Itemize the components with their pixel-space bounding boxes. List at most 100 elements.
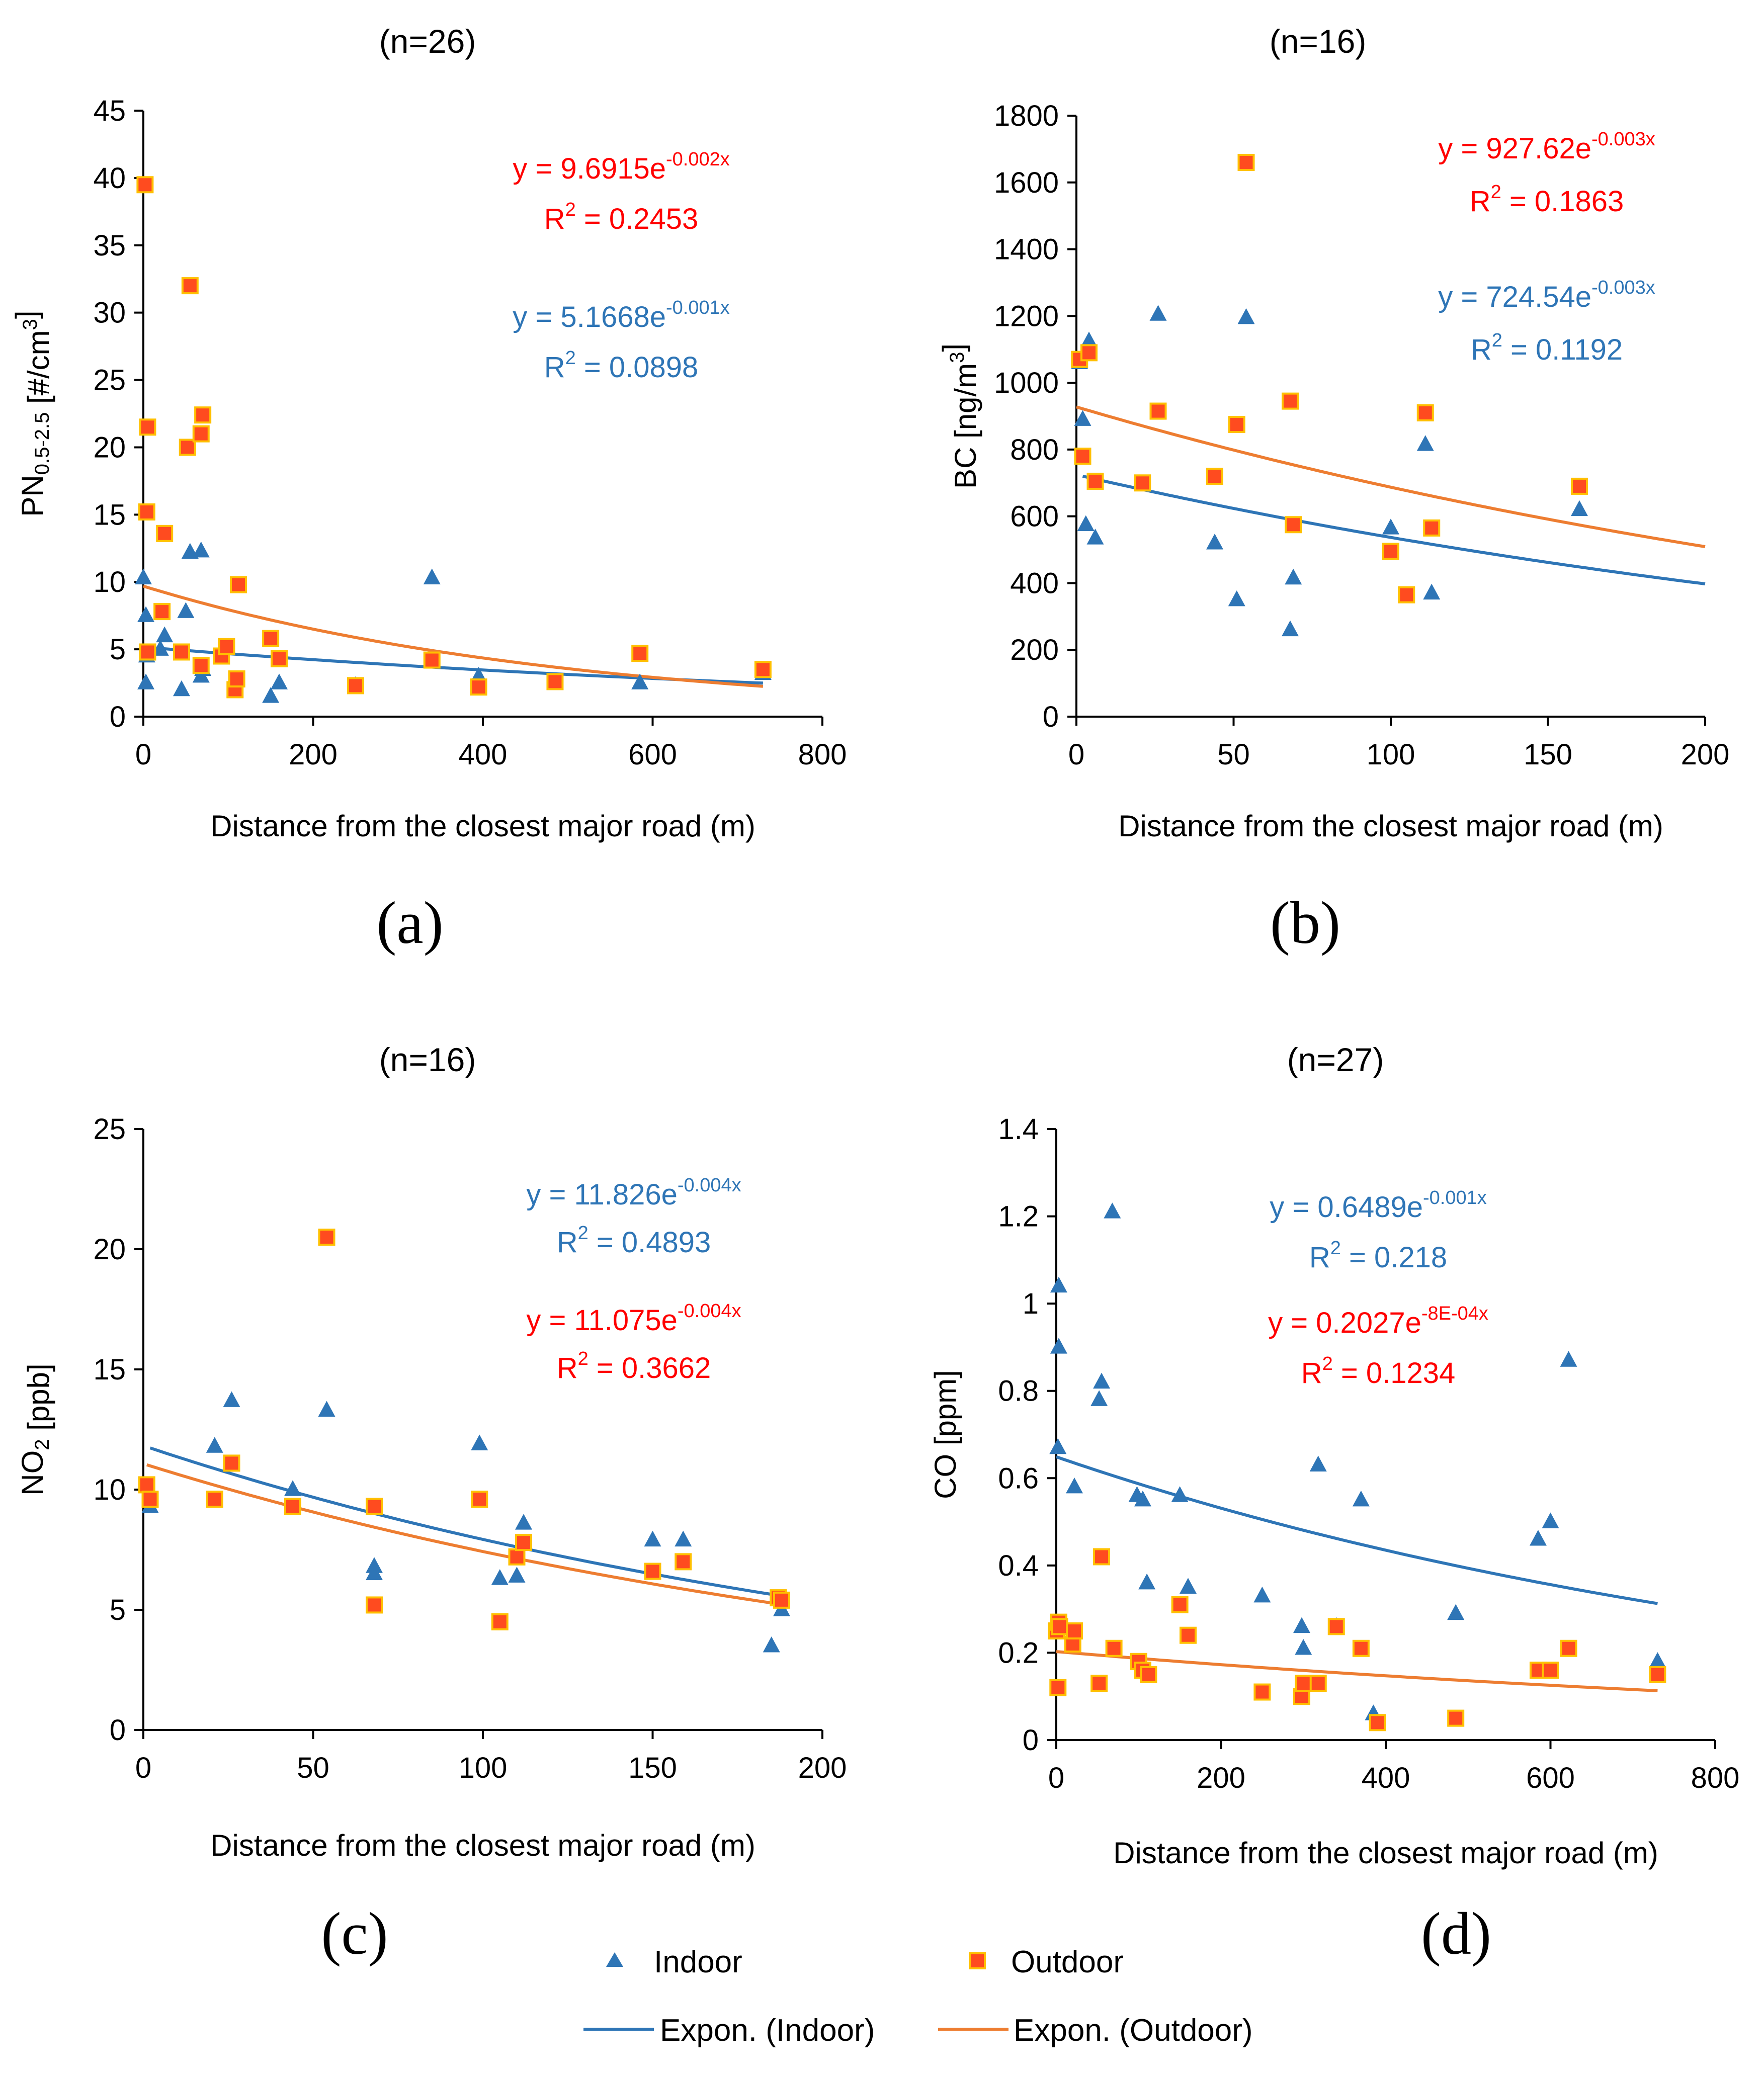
indoor-point xyxy=(675,1530,692,1547)
trendline-indoor xyxy=(1082,474,1706,585)
indoor-point xyxy=(1295,1639,1312,1655)
y-axis-label: NO2 [ppb] xyxy=(16,1363,55,1495)
outdoor-point xyxy=(1369,1714,1386,1731)
indoor-point xyxy=(471,1434,488,1450)
outdoor-point xyxy=(138,1476,155,1494)
x-axis-label: Distance from the closest major road (m) xyxy=(210,1829,755,1862)
trendline-outdoor xyxy=(1076,405,1706,548)
y-tick-label: 0 xyxy=(110,1714,126,1747)
indoor-point xyxy=(1293,1617,1310,1633)
x-tick-label: 150 xyxy=(628,1752,677,1784)
indoor-point xyxy=(1416,435,1434,451)
indoor-point xyxy=(1382,518,1399,535)
outdoor-point xyxy=(138,503,155,521)
outdoor-point xyxy=(181,277,199,295)
x-tick-label: 800 xyxy=(798,738,847,771)
r-squared-outdoor: R2 = 0.1863 xyxy=(1470,182,1624,218)
x-tick-label: 600 xyxy=(1526,1762,1575,1794)
x-tick-label: 50 xyxy=(1217,738,1250,771)
indoor-point xyxy=(1560,1351,1577,1367)
x-tick-label: 400 xyxy=(1362,1762,1410,1794)
outdoor-point xyxy=(470,678,487,696)
indoor-point xyxy=(508,1567,526,1583)
indoor-point xyxy=(284,1480,301,1496)
y-tick-label: 15 xyxy=(93,498,126,531)
trend-equation-outdoor: y = 9.6915e-0.002x xyxy=(513,149,730,185)
indoor-point xyxy=(177,602,195,618)
outdoor-point xyxy=(471,1491,488,1508)
outdoor-point xyxy=(1253,1683,1271,1701)
y-tick-label: 0.4 xyxy=(998,1549,1039,1582)
indoor-point xyxy=(1282,620,1299,637)
panel-label: (d) xyxy=(1421,1900,1491,1967)
outdoor-point xyxy=(230,576,247,593)
x-axis-label: Distance from the closest major road (m) xyxy=(210,809,755,843)
trendline-outdoor xyxy=(1056,1650,1658,1692)
outdoor-point xyxy=(1282,392,1299,410)
y-tick-label: 0 xyxy=(110,701,126,733)
outdoor-point xyxy=(1093,1548,1111,1566)
outdoor-point xyxy=(1066,1622,1083,1640)
outdoor-point xyxy=(206,1491,223,1508)
outdoor-point xyxy=(1105,1639,1123,1657)
chart-panel-a: (n=26) 0 5 10 15 20 25 30 35 40 45 0 200 400 600 800 Dis… xyxy=(10,23,847,956)
indoor-point xyxy=(1050,1338,1067,1354)
y-tick-label: 1200 xyxy=(994,300,1059,332)
y-tick-label: 25 xyxy=(93,1113,126,1146)
x-tick-label: 0 xyxy=(1048,1762,1064,1794)
x-axis-label: Distance from the closest major road (m) xyxy=(1118,809,1663,843)
outdoor-point xyxy=(1295,1675,1312,1692)
x-tick-label: 200 xyxy=(1681,738,1730,771)
y-tick-label: 5 xyxy=(110,1594,126,1626)
y-tick-label: 20 xyxy=(93,431,126,464)
outdoor-point xyxy=(491,1613,509,1630)
chart-panel-d: (n=27) 0 0.2 0.4 0.6 0.8 1 1.2 1.4 0 200 400 600 800 D… xyxy=(929,1041,1739,1967)
outdoor-point xyxy=(773,1591,790,1609)
outdoor-point xyxy=(192,657,210,674)
trendline-outdoor xyxy=(146,1463,782,1606)
indoor-point xyxy=(1423,583,1441,600)
indoor-point xyxy=(1529,1530,1547,1546)
indoor-point xyxy=(1149,305,1167,321)
outdoor-point xyxy=(271,650,288,667)
outdoor-point xyxy=(1134,474,1151,492)
outdoor-point xyxy=(1447,1709,1465,1727)
outdoor-point xyxy=(1140,1666,1157,1683)
indoor-point xyxy=(763,1636,780,1653)
y-tick-label: 0 xyxy=(1023,1724,1039,1757)
indoor-point xyxy=(1285,568,1302,585)
outdoor-point xyxy=(192,425,210,443)
outdoor-point xyxy=(1327,1618,1345,1635)
outdoor-point xyxy=(318,1229,335,1246)
outdoor-point xyxy=(631,645,649,662)
outdoor-point xyxy=(223,1454,240,1472)
x-tick-label: 200 xyxy=(1197,1762,1245,1794)
panel-label: (b) xyxy=(1270,889,1340,956)
indoor-point xyxy=(1066,1477,1083,1494)
trend-equation-outdoor: y = 11.075e-0.004x xyxy=(526,1301,741,1337)
outdoor-point xyxy=(1130,1653,1147,1670)
indoor-point xyxy=(1206,534,1223,550)
outdoor-point xyxy=(1382,543,1399,560)
outdoor-point xyxy=(1285,516,1302,534)
y-tick-label: 10 xyxy=(93,566,126,598)
trend-equation-outdoor: y = 0.2027e-8E-04x xyxy=(1268,1303,1488,1339)
outdoor-point xyxy=(1309,1675,1327,1692)
indoor-point xyxy=(1077,515,1095,532)
r-squared-outdoor: R2 = 0.2453 xyxy=(544,199,699,235)
trendline-outdoor xyxy=(143,584,764,688)
indoor-point xyxy=(1104,1202,1121,1219)
indoor-point xyxy=(1050,1276,1067,1293)
outdoor-point xyxy=(1149,402,1167,420)
outdoor-point xyxy=(139,418,156,436)
indoor-point xyxy=(1447,1604,1465,1620)
indoor-point xyxy=(1093,1372,1111,1389)
outdoor-point xyxy=(136,176,154,194)
outdoor-point xyxy=(1080,344,1098,362)
x-tick-label: 800 xyxy=(1691,1762,1740,1794)
trend-equation-indoor: y = 5.1668e-0.001x xyxy=(513,297,730,333)
indoor-point xyxy=(1571,500,1588,516)
y-tick-label: 10 xyxy=(93,1474,126,1506)
outdoor-point xyxy=(228,670,245,688)
outdoor-point xyxy=(366,1596,383,1614)
